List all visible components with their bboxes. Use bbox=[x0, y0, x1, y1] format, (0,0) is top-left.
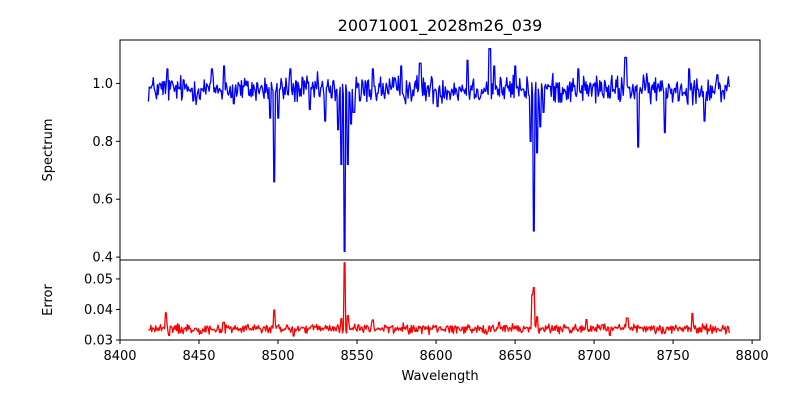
error-panel: 0.03 0.04 0.05 Error 8400 8450 8500 8550 8600 865… bbox=[41, 259, 769, 364]
x-tick-label: 8550 bbox=[340, 349, 373, 364]
x-tick-label: 8750 bbox=[657, 349, 690, 364]
x-tick-label: 8400 bbox=[103, 349, 136, 364]
error-axes-frame bbox=[119, 259, 761, 341]
spectrum-panel: 0.4 0.6 0.8 1.0 Spectrum bbox=[41, 39, 761, 266]
spectrum-axes-frame bbox=[119, 39, 761, 261]
chart-title: 20071001_2028m26_039 bbox=[338, 16, 543, 36]
spectrum-y-tick-label: 0.4 bbox=[92, 251, 113, 266]
spectrum-y-axis-title: Spectrum bbox=[41, 119, 56, 182]
spectrum-y-tick-label: 0.6 bbox=[92, 193, 113, 208]
x-tick-label: 8600 bbox=[420, 349, 453, 364]
x-tick-label: 8500 bbox=[261, 349, 294, 364]
x-tick-label: 8800 bbox=[736, 349, 769, 364]
error-y-tick-label: 0.03 bbox=[84, 334, 113, 349]
spectrum-y-tick-label: 1.0 bbox=[92, 77, 113, 92]
error-series-line bbox=[148, 262, 730, 337]
x-axis-title: Wavelength bbox=[401, 369, 478, 384]
error-y-tick-label: 0.04 bbox=[84, 303, 113, 318]
error-y-tick-label: 0.05 bbox=[84, 272, 113, 287]
spectrum-series-line bbox=[147, 48, 730, 252]
x-tick-label: 8700 bbox=[578, 349, 611, 364]
spectrum-y-tick-label: 0.8 bbox=[92, 135, 113, 150]
error-y-axis-title: Error bbox=[41, 284, 56, 316]
x-tick-label: 8650 bbox=[499, 349, 532, 364]
x-tick-label: 8450 bbox=[182, 349, 215, 364]
